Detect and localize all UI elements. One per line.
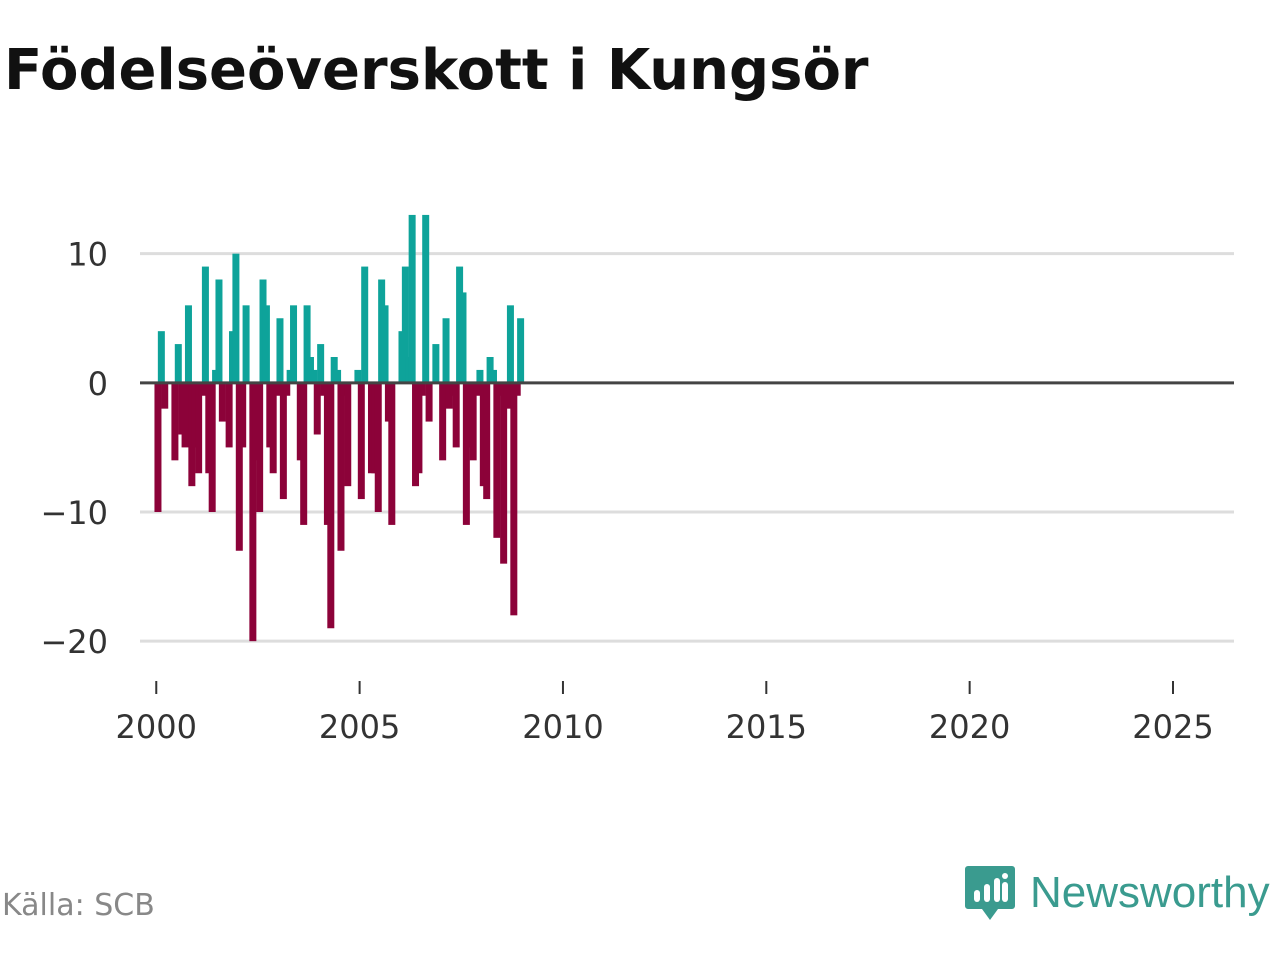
- x-tick-label: 2000: [116, 708, 197, 746]
- bar: [357, 382, 365, 500]
- bar: [225, 382, 233, 448]
- bar: [184, 305, 192, 383]
- bar: [418, 382, 426, 396]
- bar: [432, 344, 440, 383]
- bar: [290, 305, 298, 383]
- bar: [330, 357, 338, 383]
- bar: [232, 253, 240, 383]
- bar: [313, 382, 321, 435]
- y-axis-labels: 10 0 −10 −20: [40, 236, 108, 662]
- bar: [486, 357, 494, 383]
- x-tick-label: 2020: [929, 708, 1010, 746]
- bar: [462, 382, 470, 525]
- bar: [408, 214, 416, 383]
- bar: [327, 382, 335, 629]
- source-label: Källa: SCB: [2, 888, 155, 923]
- bar: [442, 318, 450, 383]
- bar: [218, 382, 226, 422]
- bar: [154, 382, 162, 512]
- bar: [195, 382, 203, 474]
- brand-logo: Newsworthy: [964, 864, 1270, 922]
- bar: [473, 382, 481, 396]
- bar: [506, 305, 514, 383]
- bar: [215, 279, 223, 383]
- bar: [235, 382, 243, 551]
- bar: [269, 382, 277, 474]
- bar: [242, 305, 250, 383]
- bar: [161, 382, 169, 409]
- bar: [415, 382, 423, 474]
- bar: [174, 344, 182, 383]
- bar: [476, 369, 484, 383]
- bar: [334, 369, 342, 383]
- bar: [452, 382, 460, 448]
- bar: [388, 382, 396, 525]
- bar: [489, 369, 497, 383]
- bar: [249, 382, 257, 642]
- x-tick-label: 2025: [1132, 708, 1213, 746]
- bar: [422, 214, 430, 383]
- bar: [181, 382, 189, 448]
- bar: [374, 382, 382, 512]
- y-tick-label: −20: [40, 623, 108, 661]
- bar: [273, 382, 281, 396]
- bar: [201, 266, 209, 383]
- bar: [344, 382, 352, 487]
- y-tick-label: 10: [67, 236, 108, 274]
- bar: [276, 318, 284, 383]
- bar: [198, 382, 206, 396]
- x-tick-label: 2005: [319, 708, 400, 746]
- bar: [256, 382, 264, 512]
- y-tick-label: −10: [40, 494, 108, 532]
- bar: [513, 382, 521, 396]
- brand-name: Newsworthy: [1030, 868, 1270, 917]
- bar: [459, 292, 467, 383]
- bar: [354, 369, 362, 383]
- bar: [303, 305, 311, 383]
- bar: [493, 382, 501, 538]
- bar: [171, 382, 179, 461]
- bar: [157, 331, 165, 383]
- bar: [510, 382, 518, 616]
- bar: [500, 382, 508, 564]
- x-tick-label: 2010: [522, 708, 603, 746]
- x-tick-label: 2015: [726, 708, 807, 746]
- bar: [425, 382, 433, 422]
- bar: [517, 318, 525, 383]
- bar: [483, 382, 491, 500]
- bars: [154, 214, 525, 642]
- bar: [283, 382, 291, 396]
- grid-lines: [140, 252, 1234, 643]
- newsworthy-logo-icon: [965, 866, 1015, 920]
- bar: [239, 382, 247, 448]
- bar: [262, 305, 270, 383]
- bar: [503, 382, 511, 409]
- bar: [401, 266, 409, 383]
- bar: [439, 382, 447, 461]
- bar: [306, 357, 314, 383]
- x-axis: 2000 2005 2010 2015 2020 2025: [116, 681, 1214, 746]
- bar: [381, 305, 389, 383]
- bar: [361, 266, 369, 383]
- chart-title: Födelseöverskott i Kungsör: [4, 38, 869, 103]
- bar: [279, 382, 287, 500]
- bar: [310, 369, 318, 383]
- bar: [337, 382, 345, 551]
- bar: [300, 382, 308, 525]
- bar: [469, 382, 477, 461]
- bar: [317, 344, 325, 383]
- bar: [208, 382, 216, 512]
- y-tick-label: 0: [88, 365, 108, 403]
